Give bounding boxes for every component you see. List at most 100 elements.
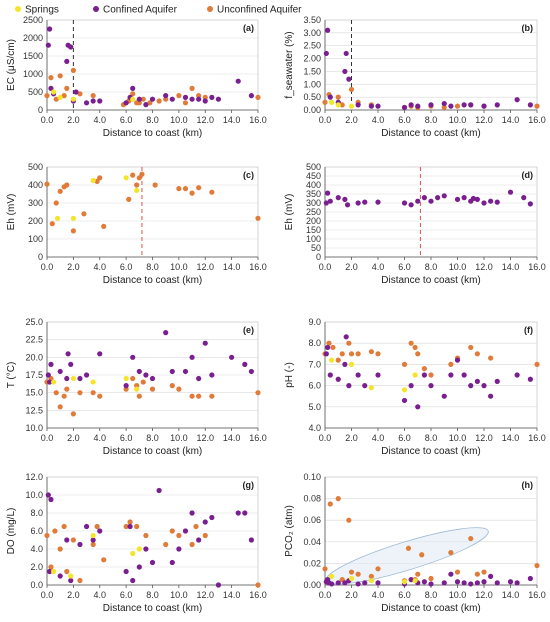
point-confined-aquifer <box>235 78 241 84</box>
x-tick-label: 2.0 <box>67 590 80 600</box>
point-unconfined-aquifer <box>339 351 345 357</box>
x-tick-label: 4.0 <box>93 590 106 600</box>
x-tick-label: 12.0 <box>196 433 214 443</box>
point-confined-aquifer <box>97 351 103 357</box>
y-tick-label: 0.06 <box>303 515 321 525</box>
point-confined-aquifer <box>527 201 533 207</box>
x-tick-label: 12.0 <box>196 115 214 125</box>
point-unconfined-aquifer <box>163 96 169 102</box>
x-tick-label: 14.0 <box>502 262 520 272</box>
point-unconfined-aquifer <box>48 75 54 81</box>
point-confined-aquifer <box>64 58 70 64</box>
y-tick-label: 500 <box>28 87 43 97</box>
point-unconfined-aquifer <box>97 393 103 399</box>
point-unconfined-aquifer <box>428 575 434 582</box>
y-axis-label: T (°C) <box>6 362 17 389</box>
y-axis-label: EC (μS/cm) <box>6 39 17 91</box>
point-unconfined-aquifer <box>64 182 70 188</box>
y-tick-label: 300 <box>306 198 321 208</box>
point-springs <box>54 215 61 221</box>
point-springs <box>130 96 136 102</box>
point-confined-aquifer <box>362 199 368 205</box>
y-tick-label: 50 <box>311 243 321 253</box>
point-confined-aquifer <box>45 42 51 48</box>
point-unconfined-aquifer <box>130 375 136 382</box>
x-tick-label: 6.0 <box>398 115 411 125</box>
point-confined-aquifer <box>355 372 361 378</box>
point-confined-aquifer <box>97 528 103 534</box>
panel-label: (f) <box>524 325 533 335</box>
point-unconfined-aquifer <box>70 228 76 234</box>
point-unconfined-aquifer <box>81 211 87 217</box>
point-unconfined-aquifer <box>70 411 76 417</box>
point-confined-aquifer <box>182 528 189 534</box>
point-confined-aquifer <box>488 198 494 204</box>
point-confined-aquifer <box>248 537 255 543</box>
point-unconfined-aquifer <box>176 386 182 392</box>
point-confined-aquifer <box>408 577 414 583</box>
point-confined-aquifer <box>143 372 149 378</box>
y-tick-label: 25.0 <box>25 317 43 327</box>
point-confined-aquifer <box>77 375 83 382</box>
y-tick-label: 8.0 <box>30 508 43 518</box>
x-axis-label: Distance to coast (km) <box>103 446 202 457</box>
y-tick-label: 200 <box>28 216 43 226</box>
panel-h: 0.00 0.02 0.04 0.06 0.08 0.10 0.0 2.0 4.0 6.0 8.0 1… <box>284 472 546 614</box>
point-springs <box>401 387 408 393</box>
point-springs <box>329 573 335 579</box>
x-tick-label: 8.0 <box>425 115 438 125</box>
point-unconfined-aquifer <box>90 390 96 396</box>
point-confined-aquifer <box>521 195 527 201</box>
point-confined-aquifer <box>48 85 54 91</box>
y-tick-label: 0 <box>38 252 43 262</box>
x-tick-label: 12.0 <box>475 262 493 272</box>
x-tick-label: 8.0 <box>146 433 159 443</box>
x-tick-label: 6.0 <box>120 262 133 272</box>
point-confined-aquifer <box>45 372 51 378</box>
point-confined-aquifer <box>83 523 90 530</box>
x-tick-label: 14.0 <box>223 262 241 272</box>
point-confined-aquifer <box>325 27 331 33</box>
point-unconfined-aquifer <box>182 100 189 106</box>
point-unconfined-aquifer <box>90 541 96 548</box>
point-confined-aquifer <box>488 573 494 579</box>
point-unconfined-aquifer <box>209 189 215 195</box>
point-confined-aquifer <box>189 510 195 516</box>
y-tick-label: 0.50 <box>303 92 321 102</box>
point-confined-aquifer <box>323 50 329 57</box>
point-unconfined-aquifer <box>176 532 182 539</box>
point-confined-aquifer <box>368 103 374 109</box>
x-tick-label: 6.0 <box>120 590 133 600</box>
x-tick-label: 10.0 <box>449 262 467 272</box>
point-unconfined-aquifer <box>156 98 162 104</box>
point-unconfined-aquifer <box>419 552 425 558</box>
point-unconfined-aquifer <box>196 185 202 191</box>
x-tick-label: 4.0 <box>372 115 385 125</box>
x-tick-label: 6.0 <box>398 262 411 272</box>
legend-item-unconfined-aquifer: Unconfined Aquifer <box>207 5 302 16</box>
point-confined-aquifer <box>342 580 348 586</box>
point-confined-aquifer <box>474 196 480 202</box>
panel-label: (e) <box>243 325 254 335</box>
point-unconfined-aquifer <box>53 96 59 102</box>
point-springs <box>50 379 57 385</box>
point-unconfined-aquifer <box>94 523 100 530</box>
x-tick-label: 4.0 <box>93 115 106 125</box>
x-tick-label: 16.0 <box>528 590 546 600</box>
point-confined-aquifer <box>189 96 195 102</box>
y-tick-label: 0.00 <box>303 580 321 590</box>
point-springs <box>348 575 355 582</box>
x-tick-label: 16.0 <box>528 115 546 125</box>
point-confined-aquifer <box>454 357 461 363</box>
point-confined-aquifer <box>527 102 533 108</box>
point-confined-aquifer <box>507 189 514 195</box>
point-unconfined-aquifer <box>474 351 480 357</box>
point-confined-aquifer <box>130 354 136 360</box>
point-confined-aquifer <box>130 85 136 91</box>
point-unconfined-aquifer <box>534 103 540 109</box>
point-confined-aquifer <box>209 372 215 378</box>
point-springs <box>123 175 129 181</box>
point-unconfined-aquifer <box>209 393 215 399</box>
point-unconfined-aquifer <box>189 190 195 196</box>
point-unconfined-aquifer <box>61 523 67 530</box>
